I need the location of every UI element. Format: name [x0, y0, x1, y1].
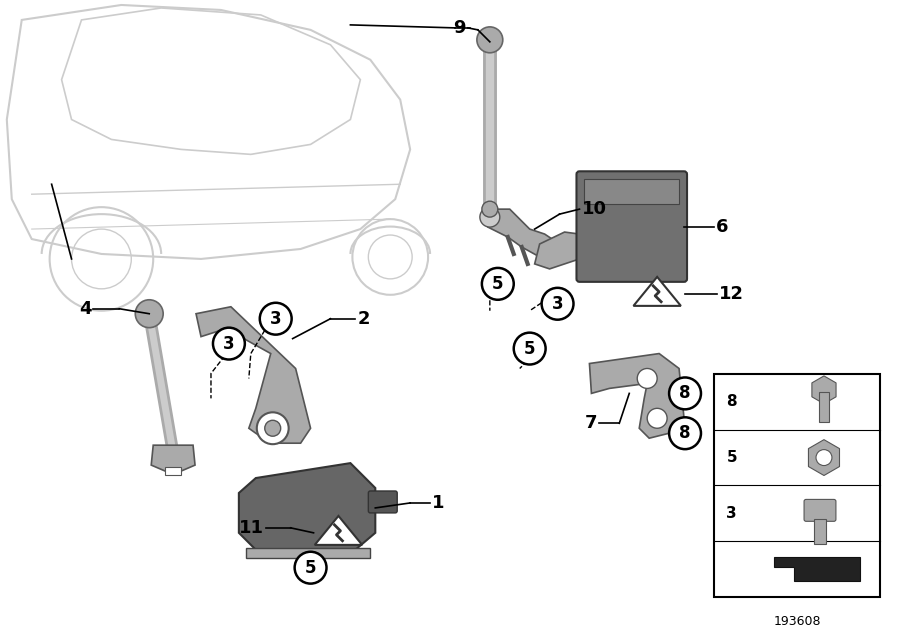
- Bar: [814, 519, 826, 544]
- Text: 1: 1: [432, 494, 445, 512]
- Text: 3: 3: [726, 506, 737, 521]
- Text: 3: 3: [270, 310, 282, 327]
- Circle shape: [647, 408, 667, 428]
- Text: 7: 7: [585, 415, 598, 432]
- Circle shape: [816, 450, 832, 466]
- Polygon shape: [535, 232, 580, 269]
- Circle shape: [294, 551, 327, 584]
- Circle shape: [482, 201, 498, 217]
- Text: 5: 5: [726, 450, 737, 465]
- Circle shape: [480, 207, 500, 227]
- Bar: [246, 548, 370, 558]
- Polygon shape: [315, 516, 362, 545]
- Polygon shape: [584, 179, 680, 204]
- Bar: [819, 392, 829, 422]
- FancyBboxPatch shape: [804, 499, 836, 521]
- Circle shape: [514, 333, 545, 365]
- Bar: [715, 374, 880, 597]
- Bar: [166, 467, 181, 475]
- Text: 5: 5: [492, 275, 504, 293]
- Text: 8: 8: [680, 424, 691, 442]
- Circle shape: [265, 420, 281, 436]
- Circle shape: [482, 268, 514, 300]
- Text: 3: 3: [223, 334, 235, 353]
- Polygon shape: [634, 277, 681, 306]
- FancyBboxPatch shape: [577, 171, 687, 282]
- Circle shape: [669, 417, 701, 449]
- Text: 11: 11: [238, 519, 264, 537]
- Text: 8: 8: [726, 394, 737, 410]
- Polygon shape: [590, 353, 684, 438]
- Text: 3: 3: [552, 295, 563, 313]
- Polygon shape: [774, 557, 860, 581]
- Text: 9: 9: [454, 19, 466, 37]
- Text: 193608: 193608: [774, 615, 821, 628]
- Polygon shape: [488, 209, 560, 259]
- Polygon shape: [196, 307, 310, 443]
- Polygon shape: [151, 445, 195, 471]
- Circle shape: [256, 412, 289, 444]
- Circle shape: [213, 327, 245, 360]
- Circle shape: [135, 300, 163, 327]
- Text: 6: 6: [716, 218, 728, 236]
- Circle shape: [669, 377, 701, 410]
- Text: 4: 4: [79, 300, 92, 318]
- Text: 5: 5: [305, 558, 316, 577]
- Polygon shape: [238, 463, 375, 550]
- Text: 5: 5: [524, 339, 536, 358]
- Circle shape: [477, 27, 503, 53]
- Circle shape: [542, 288, 573, 320]
- Text: 10: 10: [581, 200, 607, 218]
- Text: 12: 12: [719, 285, 744, 303]
- Text: 8: 8: [680, 384, 691, 403]
- Text: 2: 2: [357, 310, 370, 327]
- Circle shape: [260, 303, 292, 334]
- FancyBboxPatch shape: [368, 491, 397, 513]
- Circle shape: [637, 369, 657, 389]
